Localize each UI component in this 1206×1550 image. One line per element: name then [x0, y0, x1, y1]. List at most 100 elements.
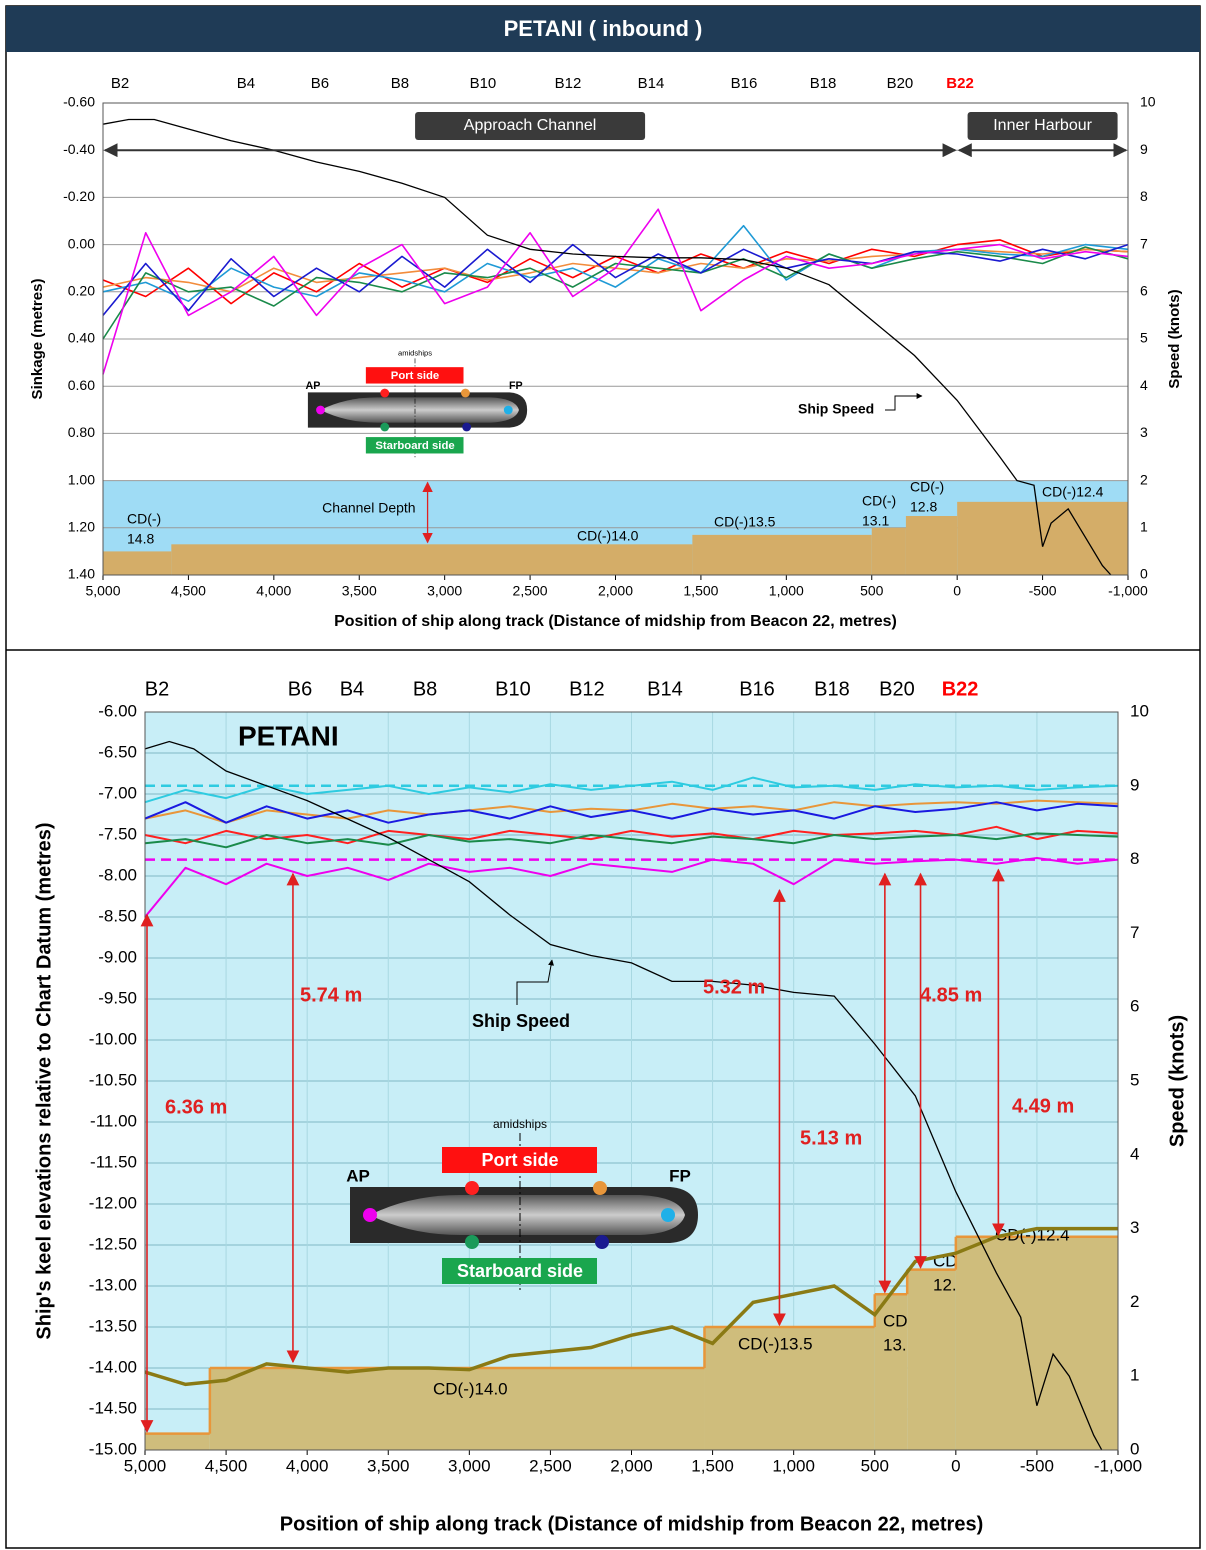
y2-tick-label: 6: [1140, 283, 1148, 299]
speed-line: [144, 740, 1103, 1451]
data-line: [144, 776, 1119, 804]
starboard-side-box: [442, 1258, 597, 1284]
y-tick-label: -11.00: [90, 1111, 137, 1130]
beacon-label: B22: [942, 678, 979, 700]
data-line: [144, 801, 1119, 824]
x-tick-label: -500: [1020, 1456, 1054, 1475]
x-tick-label: 2,000: [610, 1456, 653, 1475]
y2-axis-title: Speed (knots): [1166, 289, 1183, 388]
step-label: CD(-)14.0: [433, 1379, 508, 1398]
zone-label: Inner Harbour: [993, 117, 1092, 134]
starboard-side-label: Starboard side: [375, 440, 454, 452]
step-label: 13.1: [862, 513, 889, 529]
y2-tick-label: 3: [1140, 424, 1148, 440]
y-tick-label: -13.50: [89, 1316, 137, 1335]
y2-tick-label: 2: [1130, 1292, 1139, 1311]
step-label: CD(-)14.0: [577, 528, 639, 544]
beacon-label: B10: [495, 678, 531, 700]
y2-tick-label: 10: [1130, 701, 1149, 720]
y-tick-label: -8.50: [98, 906, 137, 925]
beacon-label: B12: [555, 75, 582, 92]
zone-box: [415, 112, 646, 140]
port-side-box: [442, 1147, 597, 1173]
sensor-dot: [460, 388, 470, 398]
y-axis-title: Sinkage (metres): [29, 279, 46, 400]
y2-tick-label: 0: [1140, 566, 1148, 582]
seabed-line: [144, 1226, 1118, 1387]
seabed-step: [209, 1368, 705, 1450]
y-tick-label: -14.50: [89, 1398, 137, 1417]
data-line: [102, 208, 1129, 375]
y2-tick-label: 6: [1130, 997, 1139, 1016]
sensor-dot: [661, 1208, 675, 1222]
y2-tick-label: 2: [1140, 471, 1148, 487]
x-tick-label: 2,000: [598, 583, 633, 599]
seabed-step: [874, 1294, 908, 1450]
y-tick-label: -15.00: [89, 1439, 137, 1458]
y-tick-label: -12.50: [89, 1234, 137, 1253]
step-label: CD(-)13.5: [714, 514, 776, 530]
beacon-label: B18: [814, 678, 850, 700]
beacon-label: B12: [569, 678, 605, 700]
x-tick-label: 4,500: [205, 1456, 248, 1475]
x-tick-label: -1,000: [1094, 1456, 1142, 1475]
y-tick-label: -10.00: [89, 1029, 137, 1048]
y2-tick-label: 7: [1130, 923, 1139, 942]
y2-tick-label: 5: [1130, 1070, 1139, 1089]
sensor-dot: [462, 422, 472, 432]
y-tick-label: 0.20: [68, 283, 95, 299]
ap-label: AP: [306, 380, 321, 392]
seabed-step: [905, 516, 958, 575]
x-tick-label: 0: [953, 583, 961, 599]
beacon-label: B22: [946, 75, 974, 92]
beacon-label: B4: [340, 678, 364, 700]
seabed-step: [871, 527, 906, 575]
y2-tick-label: 8: [1140, 188, 1148, 204]
beacon-label: B4: [237, 75, 255, 92]
ap-label: AP: [346, 1166, 370, 1185]
step-label: CD(-): [910, 479, 944, 495]
beacon-label: B16: [731, 75, 758, 92]
x-tick-label: 3,000: [448, 1456, 491, 1475]
speed-label: Ship Speed: [472, 1011, 570, 1031]
port-side-label: Port side: [391, 370, 439, 382]
seabed-step: [145, 1433, 210, 1450]
y-tick-label: -6.50: [98, 742, 137, 761]
fp-label: FP: [509, 380, 523, 392]
chart-title: PETANI: [238, 720, 339, 751]
x-tick-label: 1,000: [772, 1456, 815, 1475]
zone-box: [967, 112, 1118, 140]
x-tick-label: 3,500: [342, 583, 377, 599]
x-tick-label: 1,500: [683, 583, 718, 599]
beacon-label: B18: [810, 75, 837, 92]
clearance-label: 4.85 m: [920, 984, 982, 1006]
step-label: CD(-)13.5: [738, 1334, 813, 1353]
beacon-label: B6: [311, 75, 329, 92]
channel-depth-label: Channel Depth: [322, 500, 415, 516]
x-tick-label: 4,500: [171, 583, 206, 599]
beacon-label: B6: [288, 678, 312, 700]
y2-tick-label: 9: [1130, 775, 1139, 794]
seabed-step: [171, 544, 693, 575]
y-tick-label: 1.20: [68, 519, 95, 535]
y-tick-label: 0.60: [68, 377, 95, 393]
sensor-dot: [465, 1181, 479, 1195]
y-tick-label: -9.50: [98, 988, 137, 1007]
y-tick-label: 0.00: [68, 235, 95, 251]
y-tick-label: 0.40: [68, 330, 95, 346]
y2-tick-label: 0: [1130, 1439, 1139, 1458]
header-bar: [6, 6, 1200, 52]
speed-leader: [885, 393, 923, 411]
x-tick-label: 1,000: [769, 583, 804, 599]
x-tick-label: 5,000: [124, 1456, 167, 1475]
sensor-dot: [593, 1181, 607, 1195]
x-tick-label: -500: [1029, 583, 1057, 599]
step-label: CD(-): [862, 493, 896, 509]
data-line: [102, 239, 1129, 305]
y-tick-label: -6.00: [98, 701, 137, 720]
seabed-step: [704, 1327, 875, 1450]
clearance-label: 6.36 m: [165, 1096, 227, 1118]
data-line: [144, 832, 1119, 849]
data-line: [102, 246, 1129, 340]
x-tick-label: 0: [951, 1456, 960, 1475]
